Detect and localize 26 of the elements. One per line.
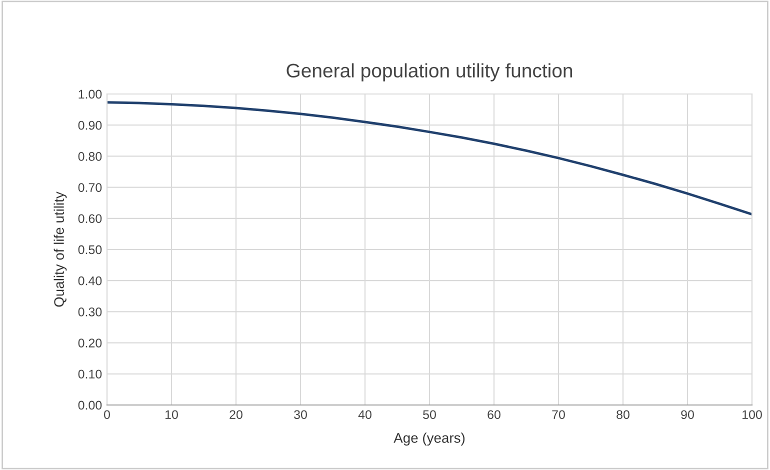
x-tick-label: 40 bbox=[358, 410, 372, 420]
y-tick-label: 0.00 bbox=[78, 400, 102, 410]
y-tick-label: 0.60 bbox=[78, 214, 102, 224]
x-tick-label: 30 bbox=[294, 410, 307, 420]
y-tick-label: 1.00 bbox=[78, 90, 102, 99]
x-tick-label: 60 bbox=[488, 410, 500, 420]
x-axis-title: Age (years) bbox=[394, 432, 465, 446]
y-tick-label: 0.40 bbox=[78, 276, 102, 286]
y-tick-label: 0.20 bbox=[78, 338, 102, 348]
x-tick-label: 70 bbox=[552, 410, 565, 420]
y-tick-label: 0.30 bbox=[78, 308, 102, 316]
x-tick-label: 80 bbox=[616, 410, 630, 420]
x-tick-label: 50 bbox=[423, 410, 436, 420]
line-series bbox=[107, 101, 752, 216]
x-tick-label: 10 bbox=[166, 410, 178, 420]
y-tick-label: 0.90 bbox=[78, 120, 102, 130]
y-axis-title: Quality of life utility bbox=[54, 192, 67, 307]
x-tick-label: 0 bbox=[104, 410, 110, 420]
y-tick-label: 0.80 bbox=[78, 152, 102, 161]
y-tick-label: 0.50 bbox=[78, 245, 102, 254]
x-tick-label: 100 bbox=[742, 410, 762, 420]
x-tick-label: 90 bbox=[681, 410, 694, 420]
chart-title: General population utility function bbox=[286, 63, 572, 82]
y-tick-label: 0.10 bbox=[78, 370, 102, 379]
x-tick-label: 20 bbox=[230, 410, 242, 420]
y-tick-label: 0.70 bbox=[78, 183, 102, 192]
